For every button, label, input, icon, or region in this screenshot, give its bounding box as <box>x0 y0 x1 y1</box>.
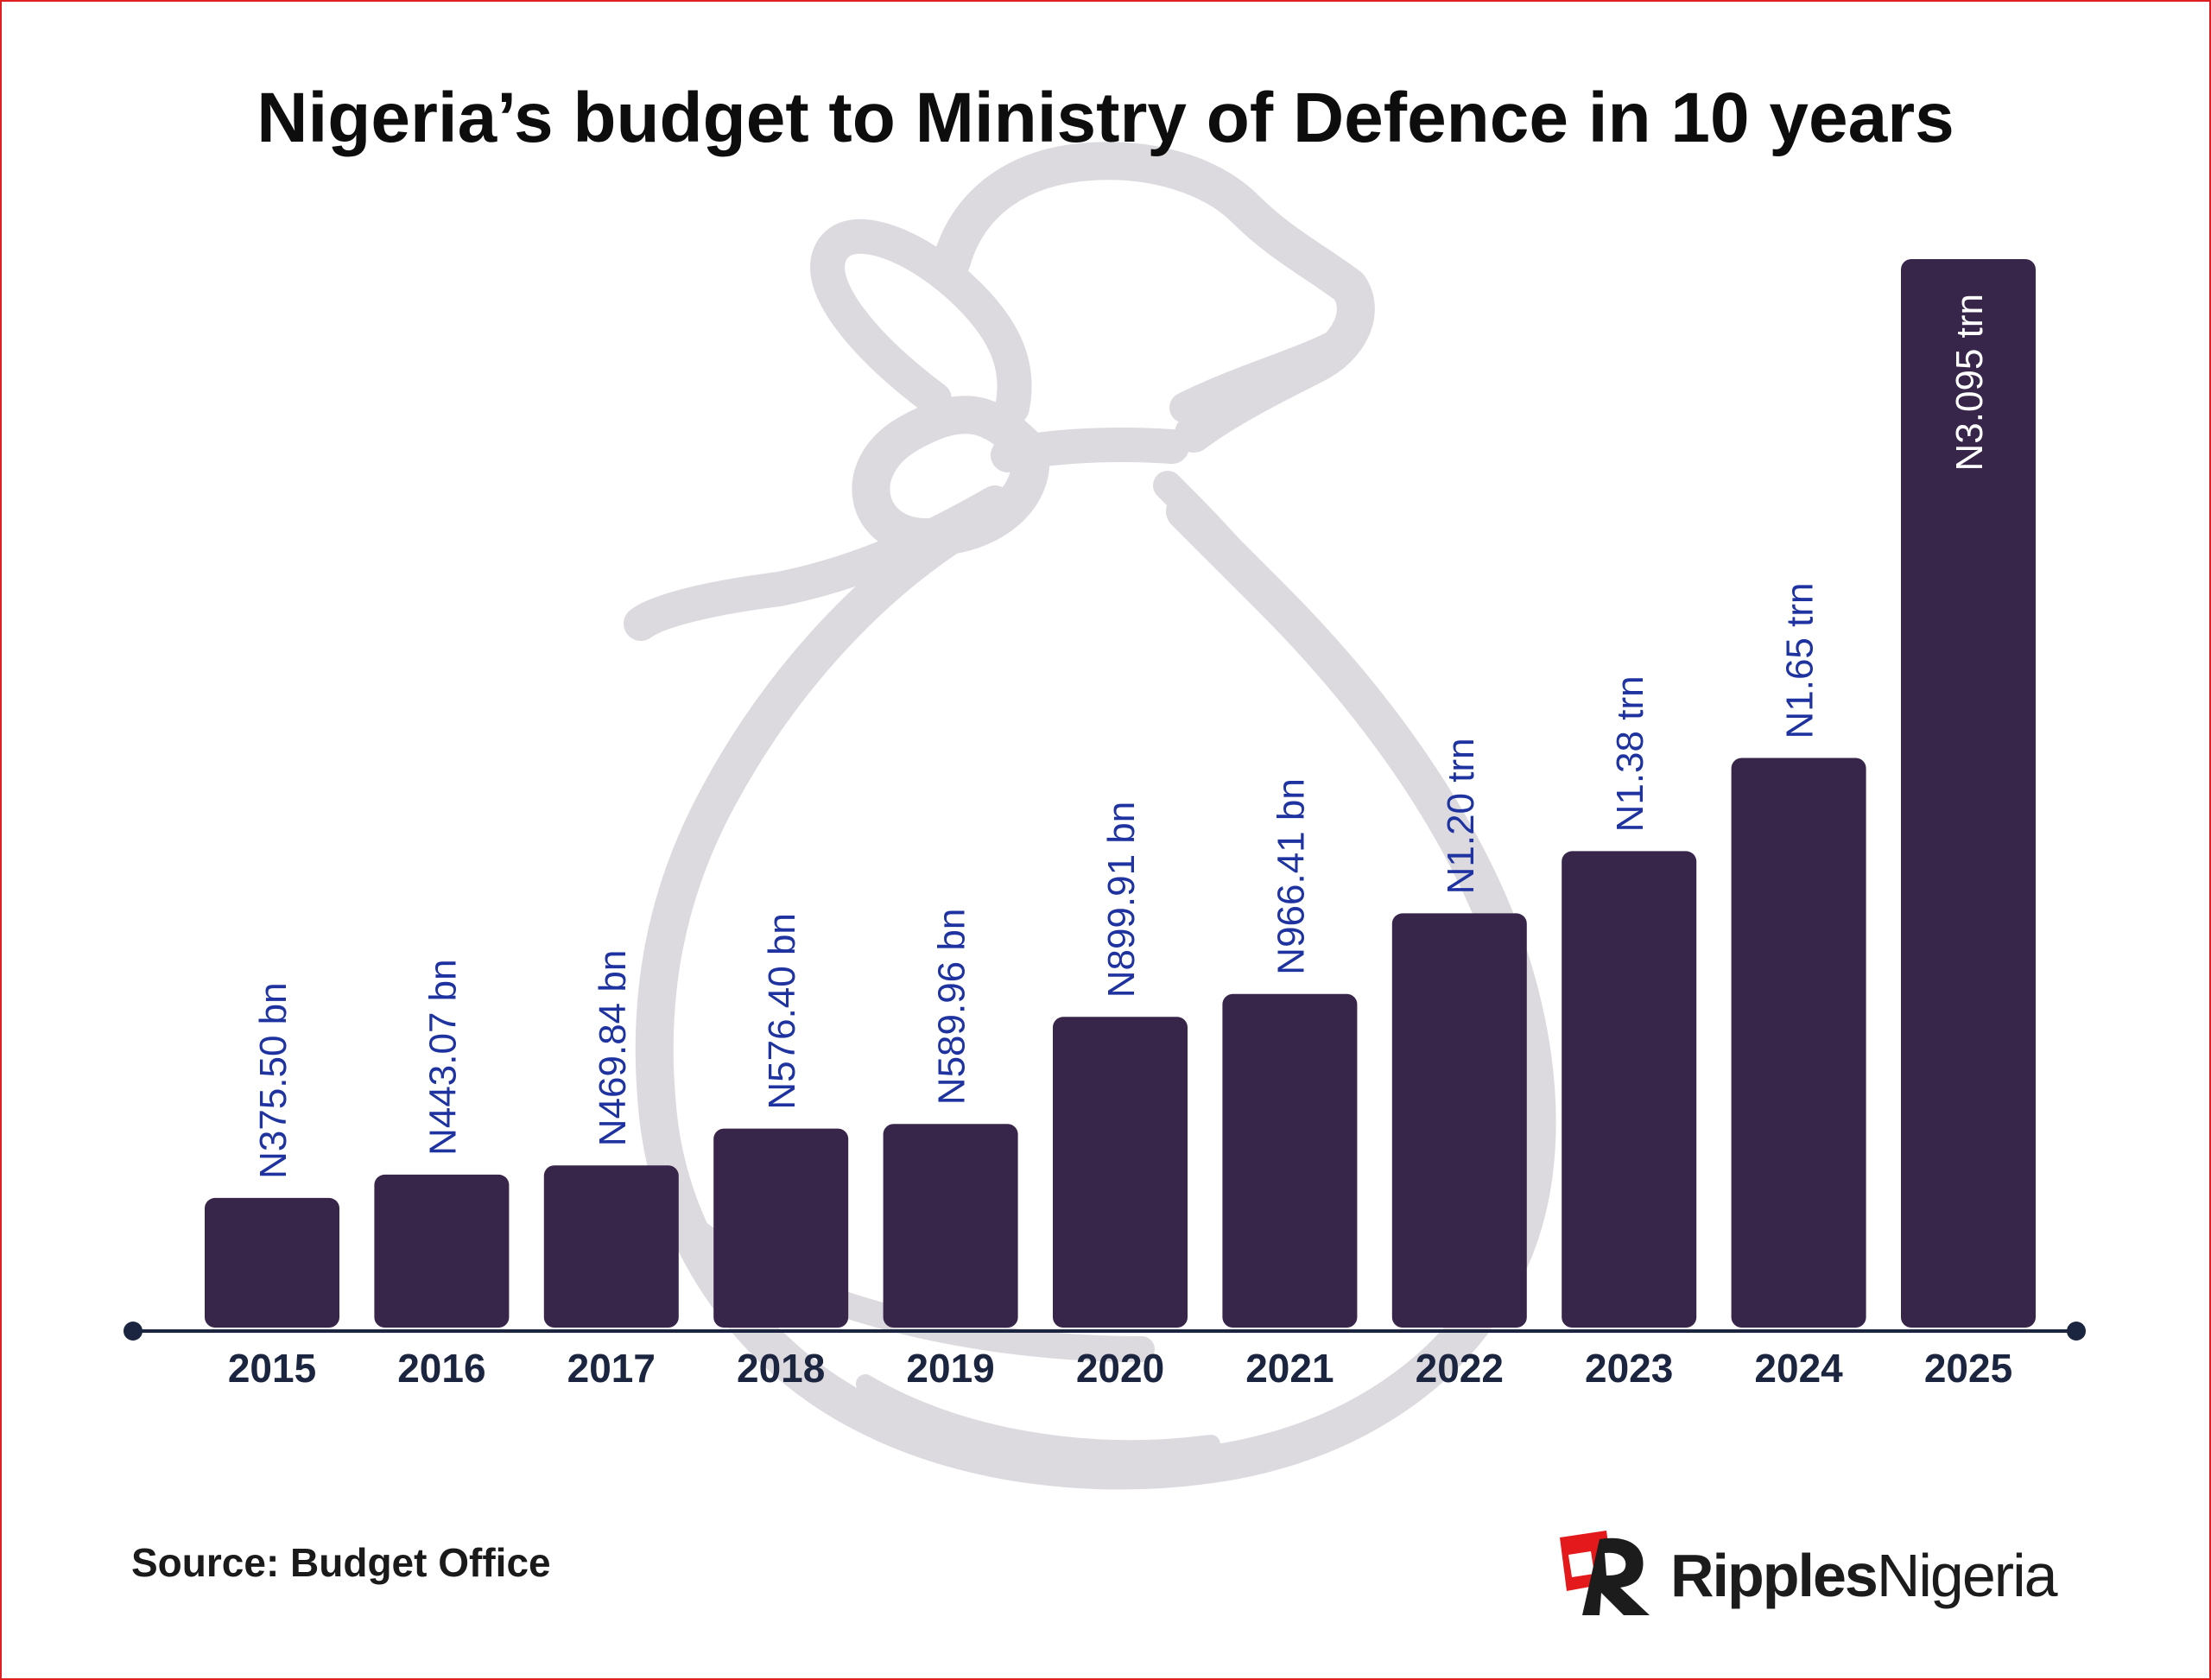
x-tick-label: 2022 <box>1416 1346 1504 1391</box>
data-label-2015: N375.50 bn <box>252 982 295 1179</box>
source-note: Source: Budget Office <box>131 1540 551 1585</box>
data-label-2023: N1.38 trn <box>1609 675 1651 832</box>
x-tick-label: 2021 <box>1245 1346 1334 1391</box>
x-tick-label: 2023 <box>1585 1346 1673 1391</box>
x-tick-label: 2018 <box>737 1346 825 1391</box>
x-axis-start-dot <box>124 1322 143 1341</box>
ripples-logo-mark-icon <box>1560 1531 1650 1615</box>
bar-2021 <box>1222 993 1358 1328</box>
bar-2019 <box>883 1124 1018 1328</box>
x-tick-label: 2024 <box>1754 1346 1843 1391</box>
x-tick-label: 2017 <box>567 1346 656 1391</box>
bar-2020 <box>1053 1017 1188 1328</box>
data-label-2016: N443.07 bn <box>421 959 464 1156</box>
bar-2016 <box>374 1174 510 1328</box>
data-label-2025: N3.095 trn <box>1948 294 1991 471</box>
data-label-2019: N589.96 bn <box>931 909 973 1106</box>
x-tick-label: 2025 <box>1924 1346 2012 1391</box>
brand-part1: Ripples <box>1670 1542 1878 1609</box>
bar-2018 <box>713 1128 849 1328</box>
bar-2015 <box>205 1197 339 1328</box>
data-label-2017: N469.84 bn <box>592 950 634 1147</box>
x-tick-label: 2020 <box>1076 1346 1164 1391</box>
data-label-2020: N899.91 bn <box>1100 802 1143 998</box>
data-label-2021: N966.41 bn <box>1270 778 1312 975</box>
data-label-2022: N1.20 trn <box>1440 738 1482 894</box>
bar-2025 <box>1901 259 2036 1328</box>
x-axis-end-dot <box>2067 1322 2086 1341</box>
x-tick-label: 2016 <box>397 1346 485 1391</box>
x-tick-label: 2019 <box>906 1346 994 1391</box>
data-label-2024: N1.65 trn <box>1779 583 1821 739</box>
bar-2017 <box>543 1165 679 1328</box>
bar-2023 <box>1562 851 1697 1328</box>
data-label-2018: N576.40 bn <box>761 913 803 1110</box>
chart-title: Nigeria’s budget to Ministry of Defence … <box>257 79 1954 157</box>
brand-wordmark: RipplesNigeria <box>1670 1541 2058 1610</box>
x-tick-label: 2015 <box>228 1346 316 1391</box>
bar-2024 <box>1731 758 1866 1328</box>
bar-2022 <box>1391 913 1527 1328</box>
brand-part2: Nigeria <box>1876 1542 2058 1609</box>
